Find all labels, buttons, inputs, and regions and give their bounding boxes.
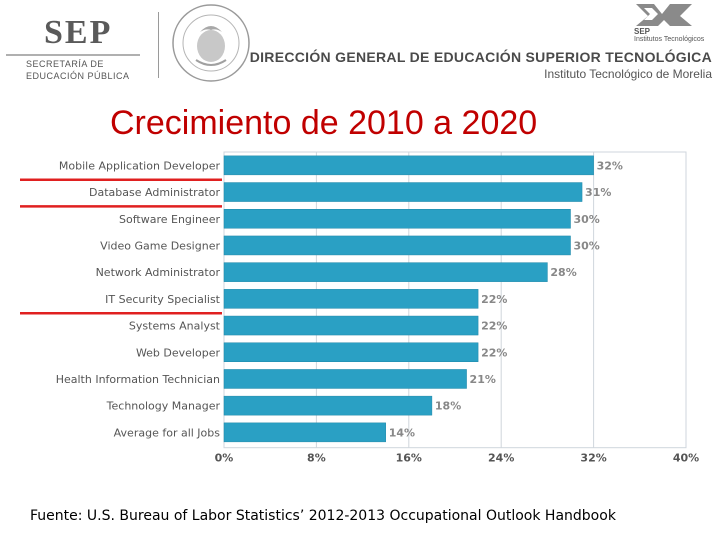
category-label: Health Information Technician: [56, 373, 220, 386]
value-label: 22%: [481, 293, 507, 306]
bar: [223, 395, 433, 416]
category-label: Technology Manager: [106, 400, 221, 413]
bar: [223, 342, 479, 362]
value-label: 22%: [481, 320, 507, 333]
x-tick-label: 8%: [307, 452, 326, 465]
sep-subtitle-line2: EDUCACIÓN PÚBLICA: [26, 71, 130, 81]
tecnologicos-logo: SEP Institutos Tecnológicos: [634, 2, 720, 48]
value-label: 28%: [550, 266, 576, 279]
category-label: Mobile Application Developer: [59, 159, 221, 172]
x-tick-label: 40%: [673, 452, 699, 465]
tecnologicos-logo-line1: SEP: [634, 27, 651, 36]
bar: [223, 235, 571, 256]
value-label: 21%: [470, 373, 496, 386]
sep-logo-rule: [6, 54, 140, 56]
source-footnote: Fuente: U.S. Bureau of Labor Statistics’…: [30, 508, 616, 524]
value-label: 32%: [597, 159, 623, 172]
value-label: 18%: [435, 400, 461, 413]
category-label: Software Engineer: [119, 213, 220, 226]
bar: [223, 155, 594, 176]
tecnologicos-emblem-icon: [636, 4, 692, 26]
tecnologicos-logo-line2: Institutos Tecnológicos: [634, 36, 705, 43]
national-seal-icon: [172, 4, 250, 82]
bar: [223, 289, 479, 309]
header: SEP SECRETARÍA DE EDUCACIÓN PÚBLICA SEP …: [0, 0, 720, 86]
bar-chart: 0% 8% 16% 24% 32% 40% Mobile Application Devel…: [20, 151, 699, 465]
x-tick-label: 16%: [396, 452, 422, 465]
value-label: 31%: [585, 186, 611, 199]
x-tick-label: 24%: [488, 452, 514, 465]
tecnologicos-logo-text: SEP Institutos Tecnológicos: [634, 28, 704, 44]
category-label: Network Administrator: [96, 266, 221, 279]
category-label: Database Administrator: [89, 186, 220, 199]
category-label: IT Security Specialist: [105, 293, 221, 306]
sep-logo: SEP SECRETARÍA DE EDUCACIÓN PÚBLICA: [6, 14, 146, 84]
bar: [223, 422, 386, 443]
category-label: Systems Analyst: [129, 320, 221, 333]
bar: [223, 209, 571, 229]
bar: [223, 315, 479, 336]
header-title: DIRECCIÓN GENERAL DE EDUCACIÓN SUPERIOR …: [249, 49, 712, 65]
bar: [223, 182, 583, 202]
category-label: Web Developer: [136, 346, 221, 359]
value-label: 30%: [574, 239, 600, 252]
bar: [223, 369, 467, 389]
header-divider: [158, 12, 159, 78]
sep-logo-text: SEP: [44, 14, 113, 51]
sep-subtitle-line1: SECRETARÍA DE: [26, 59, 104, 69]
value-label: 22%: [481, 346, 507, 359]
value-label: 30%: [574, 213, 600, 226]
header-subtitle: Instituto Tecnológico de Morelia: [544, 67, 712, 81]
value-label: 14%: [389, 426, 415, 439]
slide-title: Crecimiento de 2010 a 2020: [110, 104, 538, 142]
category-label: Average for all Jobs: [114, 426, 221, 439]
category-label: Video Game Designer: [100, 239, 220, 252]
x-tick-label: 0%: [215, 452, 234, 465]
x-tick-label: 32%: [580, 452, 606, 465]
bar: [223, 262, 548, 282]
